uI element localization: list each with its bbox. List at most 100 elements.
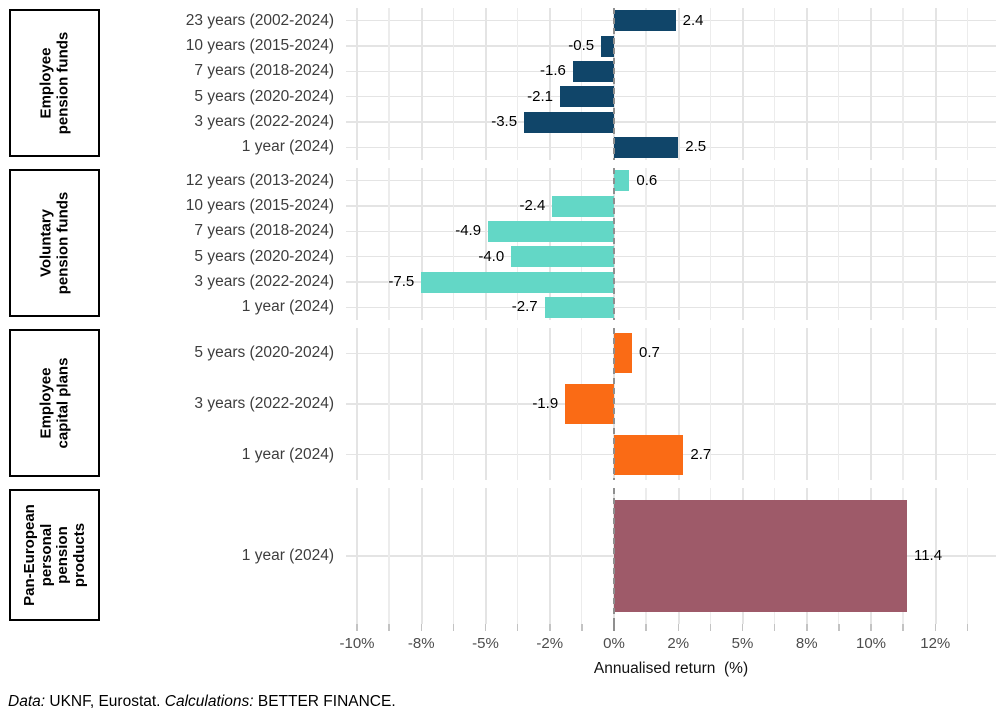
v-gridline-minor [709,328,711,480]
strip-label: Employee pension funds [37,31,71,135]
bar [552,195,614,217]
category-label: 7 years (2018-2024) [194,62,334,80]
category-label: 1 year (2024) [241,547,334,564]
v-gridline-major [549,168,551,320]
v-gridline-major [356,8,359,160]
category-label: 5 years (2020-2024) [194,247,334,265]
x-tick-zero [613,624,615,631]
v-gridline-minor [452,328,454,480]
x-tick [484,624,487,631]
v-gridline-major [870,328,873,480]
v-gridline-minor [581,8,583,160]
strip-label-line: Voluntary [37,208,54,278]
v-gridline-minor [838,328,840,480]
h-gridline [346,255,996,258]
v-gridline-major [806,328,808,480]
v-gridline-major [420,488,423,624]
x-tick-label: -8% [407,635,435,652]
v-gridline-minor [645,168,647,320]
x-tick [709,624,712,631]
x-tick [934,624,936,631]
v-gridline-major [484,8,487,160]
value-label: -2.7 [511,298,538,316]
x-tick-label: 2% [667,635,690,652]
bar [565,384,614,424]
value-label: 2.5 [685,138,707,156]
x-tick [581,624,583,631]
v-gridline-major [484,168,487,320]
footer-part: Calculations: [164,693,254,710]
value-label: -1.9 [532,395,559,412]
category-label: 1 year (2024) [241,138,334,156]
footer-part: BETTER FINANCE. [253,693,396,710]
v-gridline-major [356,488,359,624]
h-gridline [346,352,996,355]
facet-panel: 2.4 -0.5 -1.6 -2.1 -3.5 2.5 [346,8,996,160]
x-tick-label: 5% [731,635,754,652]
x-tick-label: 12% [920,635,951,652]
v-gridline-minor [966,8,968,160]
bar [614,500,907,612]
category-label: 3 years (2022-2024) [194,395,334,412]
x-tick [966,624,969,631]
x-tick [645,624,647,631]
strip-box: Pan-European personal pension products [9,489,100,621]
zero-line [612,328,616,480]
bar [614,434,684,475]
strip-label-line: pension funds [53,31,71,135]
v-gridline-minor [581,168,583,320]
zero-line [612,8,616,160]
v-gridline-minor [452,8,454,160]
x-tick-label: 8% [795,635,818,652]
v-gridline-minor [773,328,776,480]
value-label: 0.6 [636,171,658,189]
x-tick-label: 10% [855,635,887,652]
h-gridline [346,45,996,47]
footer-part: UKNF, Eurostat. [45,693,165,710]
v-gridline-major [806,168,808,320]
v-gridline-minor [452,168,454,320]
strip-box: Employee capital plans [9,329,100,477]
v-gridline-minor [388,8,390,160]
v-gridline-major [677,328,680,480]
v-gridline-minor [388,488,390,624]
category-label: 3 years (2022-2024) [194,113,334,130]
category-label: 5 years (2020-2024) [194,87,334,105]
v-gridline-major [420,328,423,480]
x-tick-label: -10% [339,635,375,652]
value-label: -0.5 [568,37,595,54]
v-gridline-minor [773,8,776,160]
v-gridline-minor [838,168,840,320]
bar [511,246,614,268]
x-tick [420,624,422,631]
strip-label-line: personal [37,523,54,587]
strip-label-line: pension [53,526,71,584]
v-gridline-major [741,8,744,160]
strip-label-line: Employee [37,367,54,439]
v-gridline-major [934,8,937,160]
strip-label-line: products [70,522,87,588]
v-gridline-minor [645,8,647,160]
v-gridline-minor [516,8,519,160]
value-label: -4.9 [455,222,482,240]
strip-label-line: Pan-European [20,504,38,606]
category-label: 1 year (2024) [241,298,334,316]
value-label: 11.4 [913,547,943,564]
v-gridline-minor [902,328,904,480]
zero-line [612,168,616,320]
bar [614,333,632,374]
bar [614,136,679,158]
v-gridline-major [484,328,487,480]
v-gridline-minor [902,168,904,320]
v-gridline-minor [516,488,519,624]
x-tick [838,624,840,631]
v-gridline-minor [966,488,968,624]
v-gridline-major [934,168,937,320]
category-label: 3 years (2022-2024) [194,273,334,290]
value-label: -2.4 [519,197,546,214]
bar [614,10,676,32]
v-gridline-major [870,8,873,160]
h-gridline [346,306,996,309]
bar [544,296,614,318]
x-tick [773,624,776,631]
